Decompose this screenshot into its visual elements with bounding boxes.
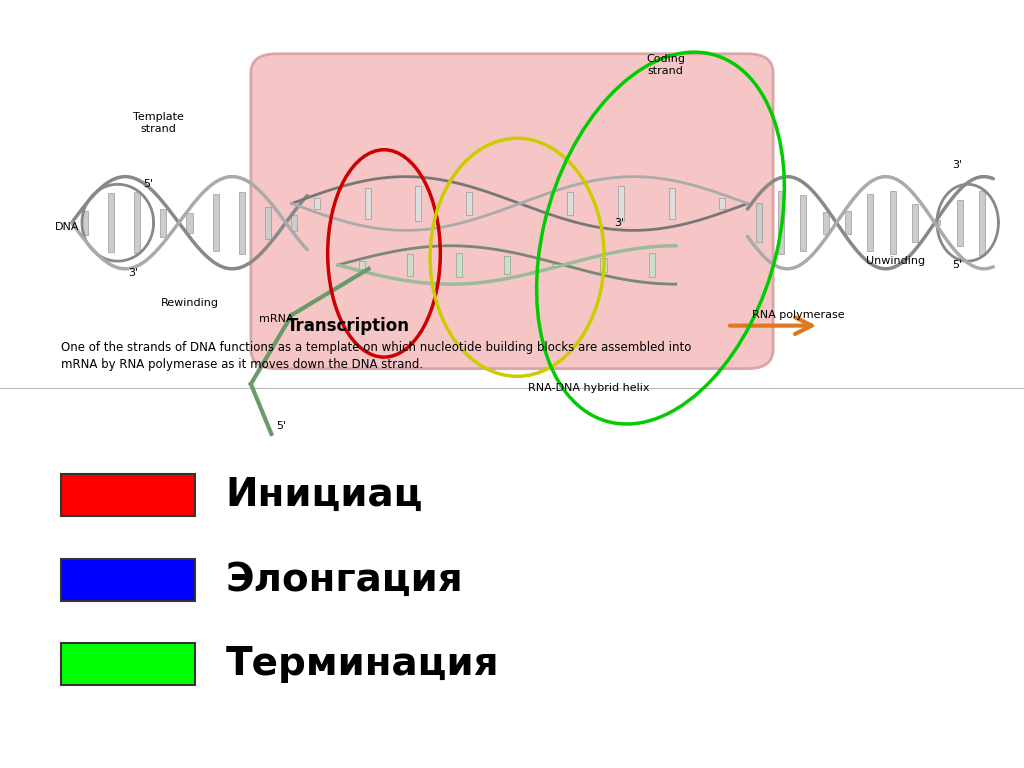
Bar xyxy=(890,191,896,254)
Bar xyxy=(648,253,654,276)
Text: Coding
strand: Coding strand xyxy=(646,55,685,76)
Text: 5': 5' xyxy=(952,260,963,270)
Bar xyxy=(600,258,606,272)
Bar xyxy=(822,212,828,233)
Bar xyxy=(82,210,88,235)
Text: DNA: DNA xyxy=(55,221,80,232)
Bar xyxy=(359,261,366,269)
Bar xyxy=(567,192,573,215)
Bar xyxy=(669,188,675,219)
Bar xyxy=(912,204,919,242)
Bar xyxy=(956,200,963,246)
Bar xyxy=(456,253,462,277)
Bar xyxy=(365,188,371,219)
Bar xyxy=(108,194,114,252)
Text: 5': 5' xyxy=(143,179,154,190)
Bar xyxy=(265,207,271,239)
Bar xyxy=(719,197,725,210)
Text: 3': 3' xyxy=(614,217,625,228)
Text: Терминация: Терминация xyxy=(225,645,499,684)
Bar xyxy=(552,263,558,266)
Bar xyxy=(504,257,510,273)
FancyBboxPatch shape xyxy=(61,644,195,685)
Text: Rewinding: Rewinding xyxy=(161,298,218,309)
Bar xyxy=(186,213,193,233)
Text: RNA-DNA hybrid helix: RNA-DNA hybrid helix xyxy=(528,382,649,393)
Bar xyxy=(845,211,851,234)
FancyBboxPatch shape xyxy=(61,559,195,601)
Text: One of the strands of DNA functions as a template on which nucleotide building b: One of the strands of DNA functions as a… xyxy=(61,342,692,354)
Text: Unwinding: Unwinding xyxy=(866,256,926,266)
Bar xyxy=(160,209,166,237)
Bar xyxy=(801,194,807,251)
Text: Элонгация: Элонгация xyxy=(225,561,463,599)
Bar xyxy=(617,187,624,220)
FancyBboxPatch shape xyxy=(61,475,195,517)
Bar xyxy=(867,194,873,251)
Bar xyxy=(756,203,762,243)
Text: RNA polymerase: RNA polymerase xyxy=(753,310,845,320)
Bar xyxy=(778,191,784,254)
Text: 3': 3' xyxy=(952,160,963,170)
Bar xyxy=(408,254,414,276)
Text: 3': 3' xyxy=(128,267,138,278)
Text: Transcription: Transcription xyxy=(287,317,410,336)
Bar xyxy=(291,215,297,230)
Bar xyxy=(134,193,140,253)
Bar xyxy=(213,194,219,251)
Text: Template
strand: Template strand xyxy=(133,112,184,134)
Bar xyxy=(416,187,422,220)
Bar xyxy=(239,192,245,253)
Bar xyxy=(934,220,940,226)
Bar xyxy=(314,197,321,210)
Text: mRNA: mRNA xyxy=(259,313,294,324)
Bar xyxy=(979,190,985,255)
Text: 5': 5' xyxy=(276,421,287,432)
FancyBboxPatch shape xyxy=(251,54,773,369)
Bar xyxy=(466,192,472,215)
Text: mRNA by RNA polymerase as it moves down the DNA strand.: mRNA by RNA polymerase as it moves down … xyxy=(61,359,424,371)
Text: Инициац: Инициац xyxy=(225,476,423,515)
